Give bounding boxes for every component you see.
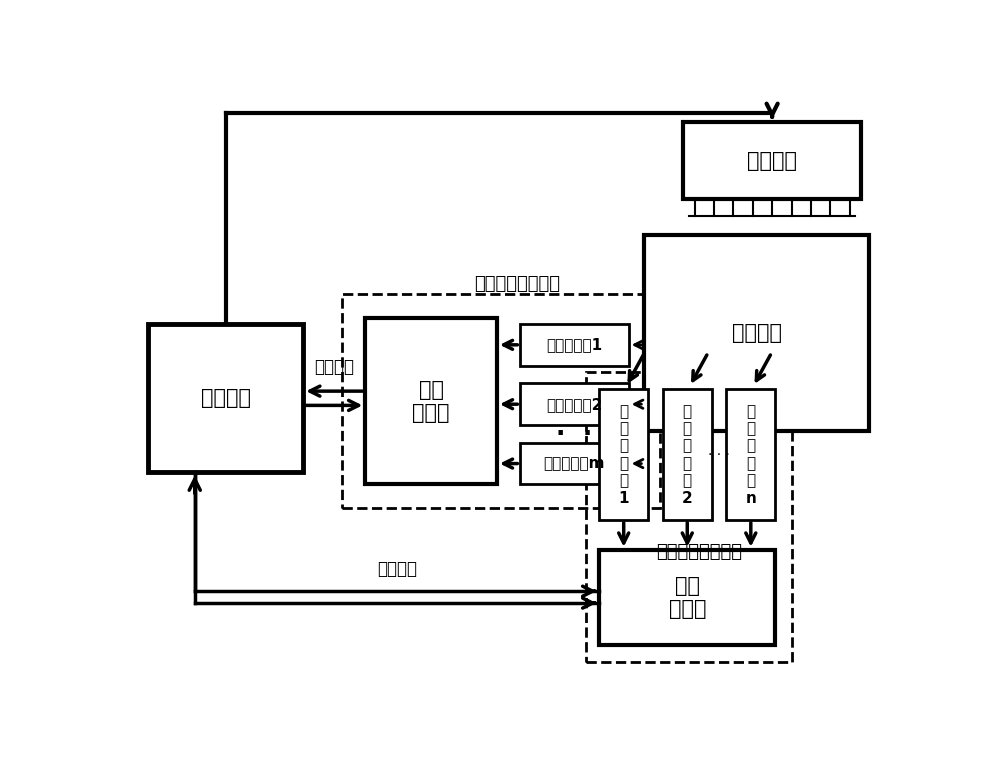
Bar bbox=[644, 235, 869, 431]
Bar bbox=[726, 389, 775, 520]
Bar bbox=[520, 383, 629, 425]
Text: 温度传感刨m: 温度传感刨m bbox=[544, 456, 605, 471]
Text: 位
置
传
感
器
2: 位 置 传 感 器 2 bbox=[682, 404, 693, 506]
Bar bbox=[599, 550, 775, 645]
Bar bbox=[148, 324, 303, 473]
Text: 执行机构: 执行机构 bbox=[747, 151, 797, 171]
Text: ·  ·: · · bbox=[556, 422, 593, 446]
Bar bbox=[520, 324, 629, 365]
Text: 冗余温度检测单元: 冗余温度检测单元 bbox=[474, 274, 560, 293]
Bar bbox=[683, 122, 861, 200]
Text: 数据总线: 数据总线 bbox=[314, 359, 354, 376]
Text: 被控物体: 被控物体 bbox=[732, 323, 782, 343]
Text: · · ·: · · · bbox=[708, 448, 730, 462]
Text: 位
置
传
感
器
1: 位 置 传 感 器 1 bbox=[618, 404, 629, 506]
Text: 温度传感刨1: 温度传感刨1 bbox=[546, 338, 603, 352]
Text: 位置
调理板: 位置 调理板 bbox=[669, 575, 706, 619]
Text: 温度传感刨2: 温度传感刨2 bbox=[546, 397, 603, 412]
Text: 数据总线: 数据总线 bbox=[377, 561, 417, 578]
Bar bbox=[599, 389, 648, 520]
Text: 位
置
传
感
器
n: 位 置 传 感 器 n bbox=[745, 404, 756, 506]
Text: 温度
调理板: 温度 调理板 bbox=[412, 379, 450, 423]
Bar bbox=[342, 295, 660, 508]
Text: 冗余位置检测单元: 冗余位置检测单元 bbox=[656, 543, 742, 561]
Bar bbox=[520, 443, 629, 484]
Bar bbox=[663, 389, 712, 520]
Bar bbox=[365, 318, 497, 484]
Text: 控制单元: 控制单元 bbox=[201, 389, 251, 409]
Bar bbox=[586, 372, 792, 662]
